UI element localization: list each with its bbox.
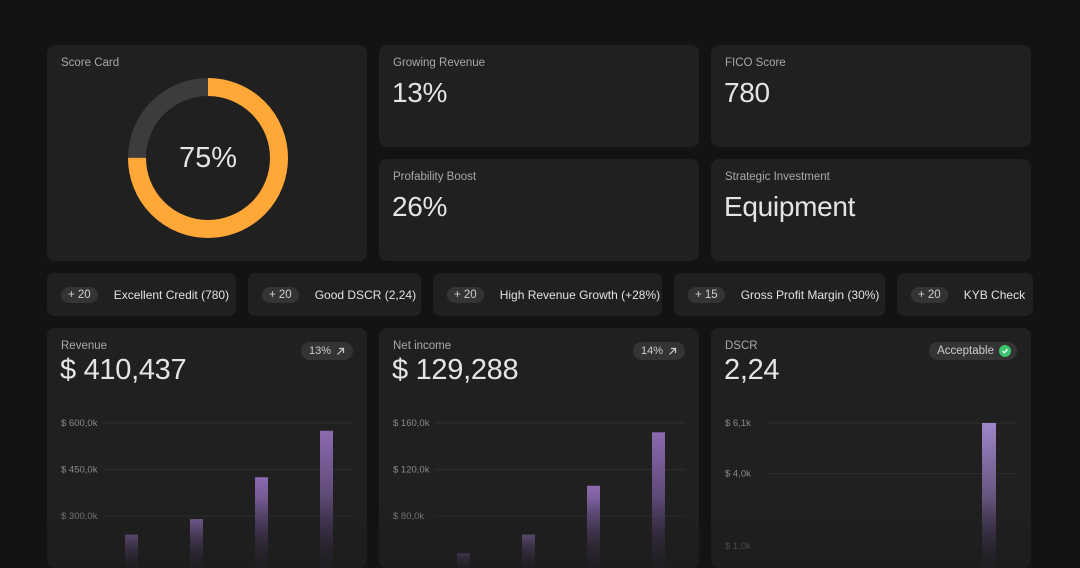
score-card: Score Card 75% xyxy=(47,45,367,261)
y-tick-label: $ 4,0k xyxy=(725,469,751,480)
profitability-title: Profability Boost xyxy=(393,171,477,183)
bar xyxy=(320,430,333,568)
y-tick-label: $ 1,0k xyxy=(725,541,751,552)
profitability-card: Profability Boost 26% xyxy=(379,159,699,261)
pill-high-revenue-growth: + 20 High Revenue Growth (+28%) xyxy=(433,273,662,316)
bar xyxy=(125,534,138,568)
score-value: 75% xyxy=(178,141,238,174)
dscr-title: DSCR xyxy=(725,340,758,352)
net-income-trend-chip: 14% xyxy=(632,342,685,360)
growing-revenue-card: Growing Revenue 13% xyxy=(379,45,699,147)
pill-label: Excellent Credit (780) xyxy=(113,287,230,302)
arrow-up-right-icon xyxy=(337,347,345,355)
pill-badge: + 15 xyxy=(688,286,725,303)
revenue-title: Revenue xyxy=(61,340,108,352)
growing-revenue-value: 13% xyxy=(392,77,448,108)
y-tick-label: $ 6,1k xyxy=(725,418,751,429)
strategic-investment-value: Equipment xyxy=(724,191,856,222)
net-income-card: $ 160,0k $ 120,0k $ 80,0k Net income $ 129… xyxy=(379,328,699,568)
net-income-value: $ 129,288 xyxy=(392,354,519,386)
bar xyxy=(457,553,470,568)
arrow-up-right-icon xyxy=(669,347,677,355)
revenue-trend-value: 13% xyxy=(308,345,331,357)
pill-badge: + 20 xyxy=(911,286,948,303)
strategic-investment-title: Strategic Investment xyxy=(725,171,830,183)
revenue-card: $ 600,0k $ 450,0k $ 300,0k Revenue $ 410,4… xyxy=(47,328,367,568)
y-tick-label: $ 450,0k xyxy=(61,465,98,476)
fico-score-title: FICO Score xyxy=(725,57,786,69)
pill-kyb-check: + 20 KYB Check xyxy=(897,273,1033,316)
net-income-trend-value: 14% xyxy=(640,345,663,357)
net-income-title: Net income xyxy=(393,340,452,352)
pill-label: High Revenue Growth (+28%) xyxy=(499,287,661,302)
fico-score-value: 780 xyxy=(724,77,770,108)
pill-label: Gross Profit Margin (30%) xyxy=(740,287,880,302)
bar xyxy=(190,519,203,568)
y-tick-label: $ 300,0k xyxy=(61,511,98,522)
pill-badge: + 20 xyxy=(447,286,484,303)
dscr-value: 2,24 xyxy=(724,354,780,386)
pill-gross-profit-margin: + 15 Gross Profit Margin (30%) xyxy=(674,273,885,316)
y-tick-label: $ 160,0k xyxy=(393,418,430,429)
donut-progress xyxy=(128,78,288,238)
y-tick-label: $ 600,0k xyxy=(61,418,98,429)
revenue-value: $ 410,437 xyxy=(60,354,187,386)
bar xyxy=(522,534,535,568)
check-circle-icon xyxy=(999,345,1011,357)
profitability-value: 26% xyxy=(392,191,448,222)
revenue-trend-chip: 13% xyxy=(300,342,353,360)
fico-score-card: FICO Score 780 xyxy=(711,45,1031,147)
dscr-status-label: Acceptable xyxy=(937,345,994,357)
score-donut xyxy=(128,78,288,238)
pill-excellent-credit: + 20 Excellent Credit (780) xyxy=(47,273,236,316)
bar xyxy=(982,423,996,568)
bar xyxy=(587,485,600,568)
bar xyxy=(255,477,268,568)
score-card-title: Score Card xyxy=(61,57,120,69)
growing-revenue-title: Growing Revenue xyxy=(393,57,486,69)
pill-label: Good DSCR (2,24) xyxy=(314,287,417,302)
strategic-investment-card: Strategic Investment Equipment xyxy=(711,159,1031,261)
pill-badge: + 20 xyxy=(262,286,299,303)
bar xyxy=(652,432,665,568)
y-tick-label: $ 120,0k xyxy=(393,465,430,476)
pill-label: KYB Check xyxy=(963,287,1026,302)
y-tick-label: $ 80,0k xyxy=(393,511,424,522)
dscr-card: $ 6,1k $ 4,0k $ 1,0k DSCR 2,24 Acceptable xyxy=(711,328,1031,568)
dscr-status-chip: Acceptable xyxy=(929,342,1017,360)
pill-good-dscr: + 20 Good DSCR (2,24) xyxy=(248,273,421,316)
pill-badge: + 20 xyxy=(61,286,98,303)
